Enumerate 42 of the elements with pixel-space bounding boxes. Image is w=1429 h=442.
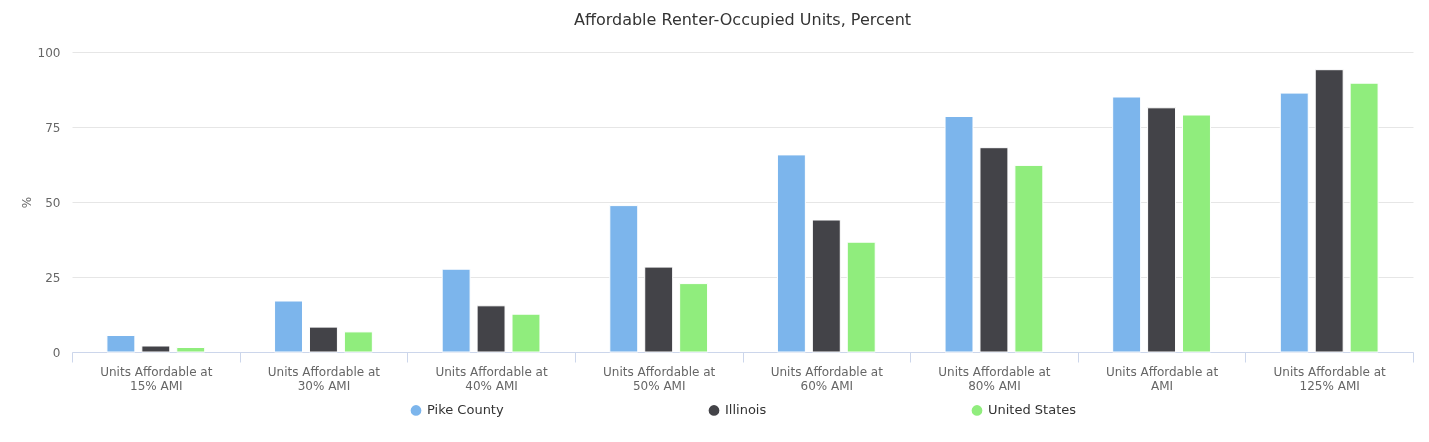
bar — [176, 347, 206, 353]
y-tick-label: 0 — [52, 345, 61, 360]
bar — [1014, 164, 1044, 353]
x-tick-label: Units Affordable at 30% AMI — [267, 364, 381, 393]
y-tick-label: 100 — [37, 45, 61, 60]
x-tick-label: Units Affordable at 40% AMI — [435, 364, 548, 393]
bar — [308, 326, 338, 353]
x-tick-label: Units Affordable at 80% AMI — [938, 364, 1051, 393]
bar — [846, 241, 876, 353]
bar — [1112, 96, 1142, 353]
y-axis-title: % — [19, 196, 34, 209]
x-tick-label: Units Affordable at 125% AMI — [1273, 364, 1387, 393]
bar — [1182, 114, 1211, 353]
legend-label: Illinois — [725, 402, 767, 418]
bar — [944, 116, 974, 353]
chart-title: Affordable Renter-Occupied Units, Percent — [573, 10, 912, 29]
bar — [776, 154, 806, 353]
x-tick-label: Units Affordable at 50% AMI — [603, 364, 716, 393]
bar — [511, 313, 541, 353]
legend-label: Pike County — [427, 402, 504, 418]
y-tick-label: 75 — [45, 120, 61, 135]
x-tick-label: Units Affordable at 60% AMI — [770, 364, 884, 393]
bar — [1279, 92, 1309, 353]
bar — [106, 335, 136, 353]
bar — [979, 147, 1009, 353]
x-tick-label: Units Affordable at 15% AMI — [100, 364, 213, 393]
bar — [1349, 82, 1379, 353]
bar — [141, 345, 171, 353]
bar — [274, 300, 303, 353]
bar — [609, 205, 639, 353]
bar — [476, 305, 506, 353]
y-tick-label: 50 — [45, 195, 61, 210]
bar — [811, 219, 841, 353]
bar — [343, 331, 373, 353]
x-tick-label: Units Affordable at AMI — [1105, 364, 1219, 393]
legend-label: United States — [988, 402, 1077, 418]
bar — [1147, 107, 1177, 353]
bar — [1314, 69, 1344, 353]
bar — [679, 283, 709, 353]
bar — [441, 268, 471, 353]
bar — [644, 266, 674, 353]
y-tick-label: 25 — [45, 270, 61, 285]
